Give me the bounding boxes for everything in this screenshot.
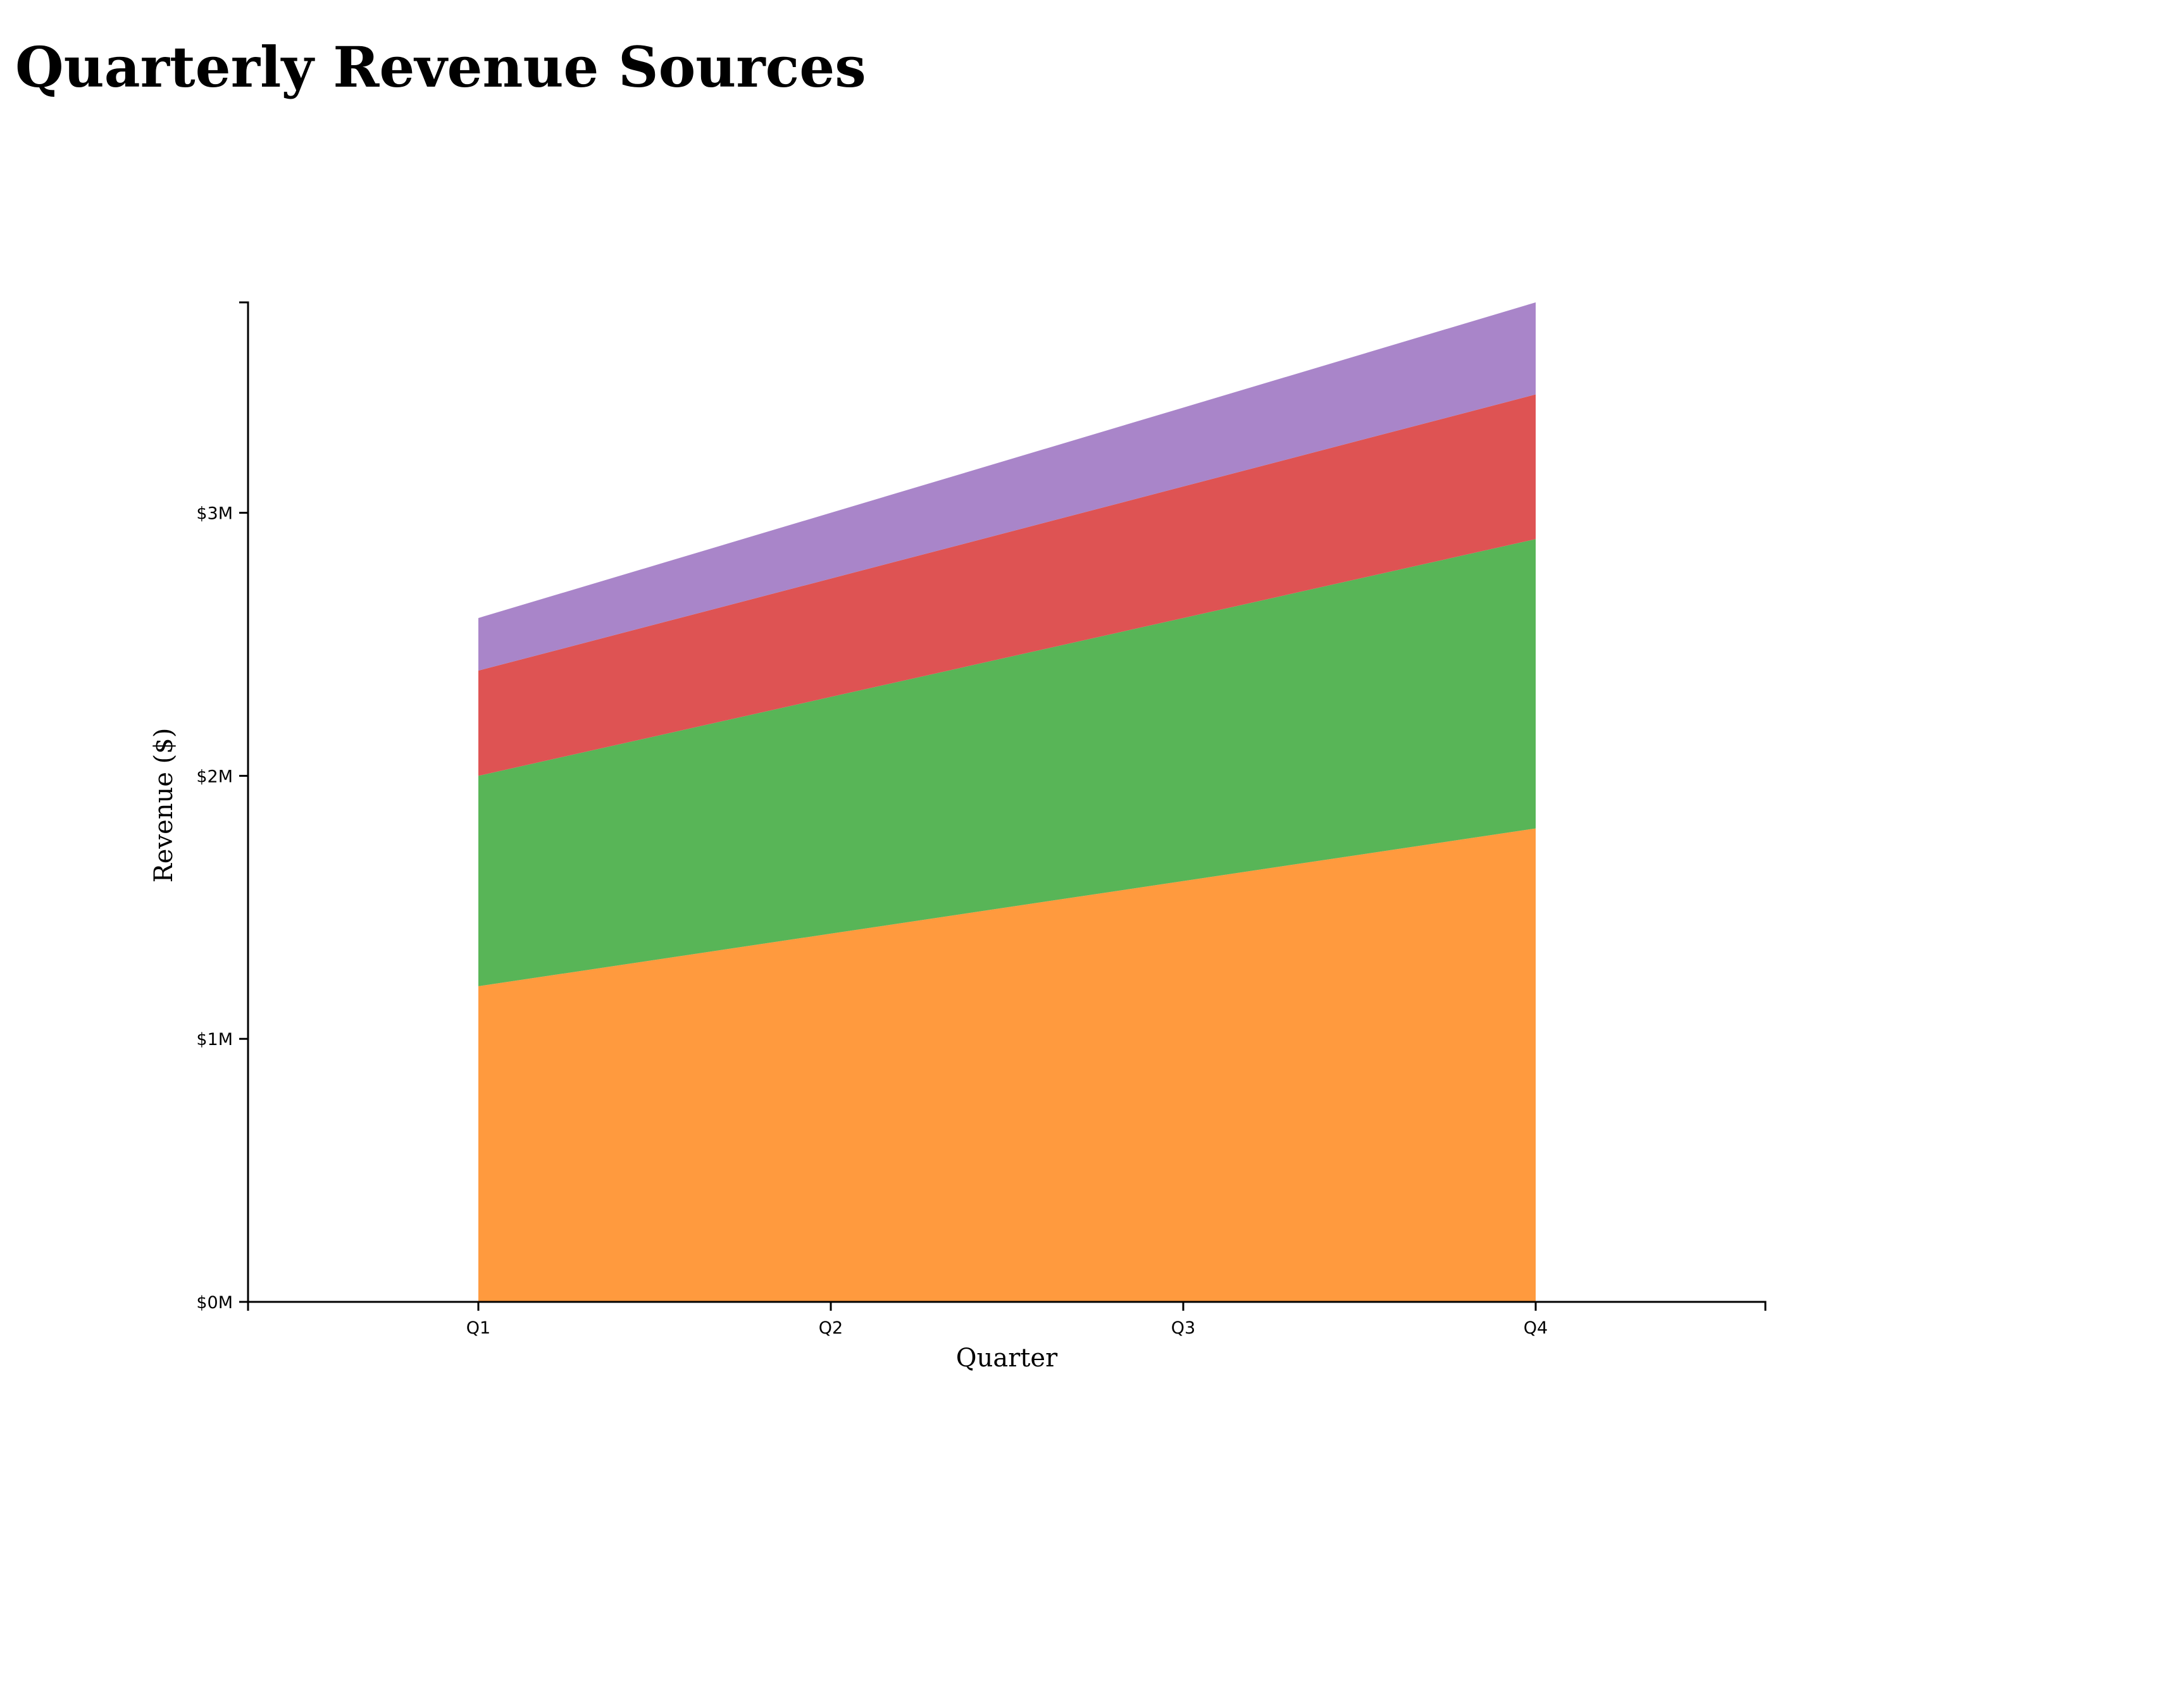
x-tick-label: Q1 (466, 1318, 490, 1338)
y-axis-title: Revenue ($) (149, 728, 178, 883)
x-tick-label: Q2 (819, 1318, 843, 1338)
area-series-1 (478, 828, 1536, 1302)
y-tick-label: $2M (196, 767, 233, 786)
axes-group: $0M $1M $2M $3M Q1 Q2 Q3 Q4 (196, 301, 1767, 1338)
x-tick-label: Q4 (1524, 1318, 1548, 1338)
y-axis-line (239, 301, 249, 1303)
x-axis-title: Quarter (956, 1344, 1058, 1373)
y-tick-label: $1M (196, 1030, 233, 1049)
x-tick-label: Q3 (1171, 1318, 1195, 1338)
y-tick-label: $0M (196, 1293, 233, 1313)
area-series-group (478, 302, 1536, 1302)
y-tick-label: $3M (196, 504, 233, 524)
area-series-2 (478, 539, 1536, 987)
page-title: Quarterly Revenue Sources (15, 34, 866, 100)
x-axis-line (247, 1301, 1767, 1311)
area-series-3 (478, 394, 1536, 776)
area-series-4 (478, 302, 1536, 671)
